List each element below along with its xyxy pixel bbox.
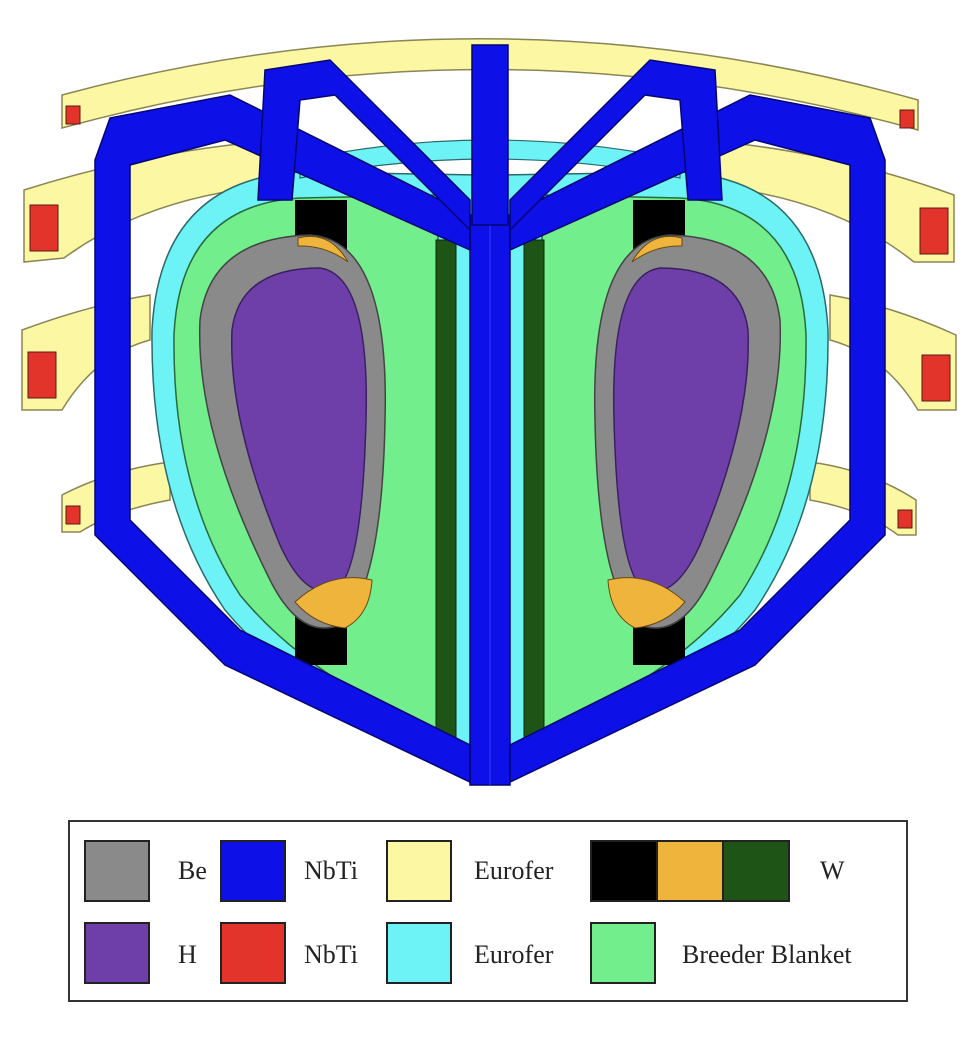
legend-label-w: W (820, 856, 845, 885)
left-inner-tf-coil (257, 59, 471, 232)
tokamak-cross-section-diagram (21, 38, 957, 786)
legend-label-be: Be (178, 856, 207, 885)
legend-swatch-be (84, 840, 150, 902)
left-h-plasma (230, 267, 368, 593)
right-h-plasma (612, 267, 750, 593)
lower-right-nbti-coil (897, 509, 913, 529)
upper-left-nbti-coil (29, 204, 59, 252)
left-lower-w-orange (294, 577, 373, 629)
lower-left-nbti-coil (65, 505, 81, 525)
legend-swatch-h (84, 922, 150, 984)
left-w-green-column (435, 239, 457, 741)
legend-swatch-nbti-red (220, 922, 286, 984)
legend-label-h: H (178, 940, 197, 969)
legend-swatch-eurofer-cyan (386, 922, 452, 984)
middle-left-nbti-coil (27, 351, 57, 399)
right-w-green-column (523, 239, 545, 741)
top-center-coil-stub (471, 44, 509, 226)
right-lower-w-orange (607, 577, 686, 629)
right-inner-tf-coil (509, 59, 723, 232)
left-plasma-chamber (198, 234, 387, 629)
nbti-toroidal-field-coils (94, 44, 886, 786)
left-upper-w-orange (297, 235, 349, 263)
legend-swatch-w-green (722, 840, 790, 902)
legend-label-breeder: Breeder Blanket (682, 940, 852, 969)
legend-swatch-w-black (590, 840, 658, 902)
left-outer-tf-coil (94, 94, 471, 784)
right-plasma-chamber (593, 234, 782, 629)
legend-swatch-breeder (590, 922, 656, 984)
upper-right-nbti-coil (919, 207, 949, 255)
right-upper-w-orange (631, 235, 683, 263)
legend-label-eurofer-cyan: Eurofer (474, 940, 554, 969)
legend: Be NbTi Eurofer W H NbTi Eurofer Breeder… (68, 820, 908, 1002)
top-right-nbti-coil (899, 109, 915, 129)
legend-label-eurofer-yellow: Eurofer (474, 856, 554, 885)
legend-label-nbti-red: NbTi (304, 940, 358, 969)
right-outer-tf-coil (509, 94, 886, 784)
legend-swatch-w-orange (656, 840, 724, 902)
middle-right-nbti-coil (921, 354, 951, 402)
legend-swatch-eurofer-yellow (386, 840, 452, 902)
top-left-nbti-coil (65, 105, 81, 125)
legend-swatch-nbti-blue (220, 840, 286, 902)
legend-label-nbti-blue: NbTi (304, 856, 358, 885)
